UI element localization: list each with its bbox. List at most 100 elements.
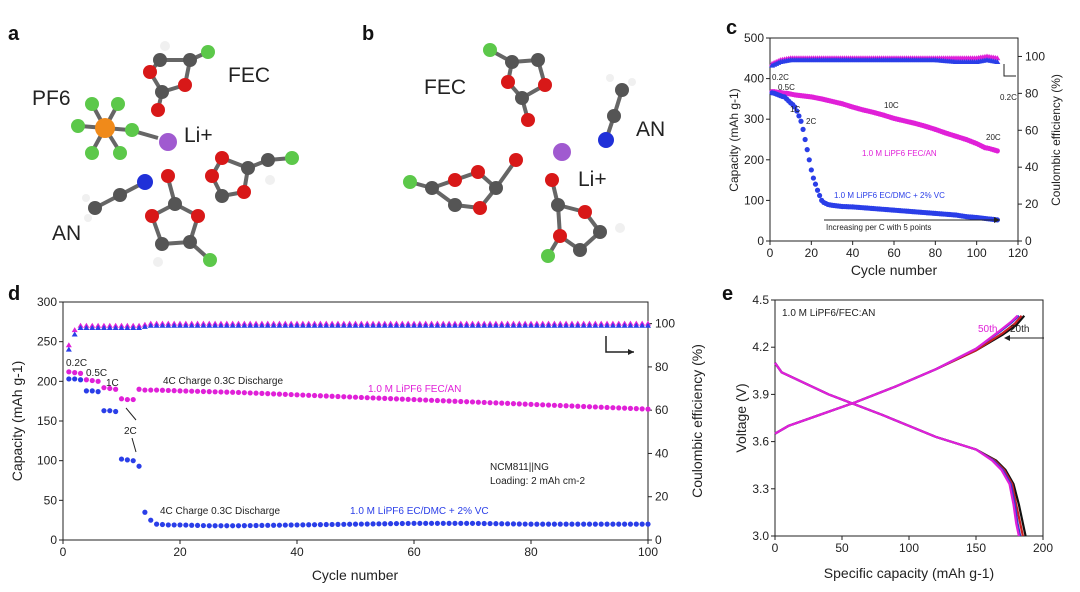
ce-point: [604, 322, 611, 328]
capacity-point: [814, 187, 821, 193]
series-d-0: [66, 369, 651, 412]
capacity-point: [393, 396, 400, 402]
ce-point: [645, 322, 651, 328]
voltage-curve-30th: [774, 315, 1024, 537]
y-tick-label: 200: [37, 374, 57, 388]
ce-point: [563, 322, 570, 328]
legend-label-d-ecdmc: 1.0 M LiPF6 EC/DMC + 2% VC: [350, 506, 489, 517]
ce-point: [539, 322, 546, 328]
capacity-point: [399, 520, 405, 527]
capacity-point: [610, 521, 616, 527]
capacity-point: [136, 386, 142, 392]
capacity-point: [557, 521, 563, 527]
panel-label-c: c: [726, 17, 737, 39]
capacity-point: [189, 522, 195, 528]
capacity-point: [534, 401, 540, 408]
an-molecule-a: [82, 174, 153, 222]
capacity-point: [598, 404, 604, 410]
ce-point: [346, 322, 353, 328]
capacity-point: [798, 118, 804, 124]
capacity-point: [487, 520, 493, 527]
y2-tick-label: 60: [655, 403, 669, 417]
capacity-point: [616, 405, 622, 411]
capacity-point: [165, 387, 171, 394]
capacity-point: [581, 403, 587, 410]
capacity-point: [382, 395, 388, 401]
annotation-d-02c: 0.2C: [66, 358, 87, 369]
capacity-point: [259, 390, 265, 396]
capacity-point: [113, 408, 119, 415]
capacity-point: [534, 521, 540, 527]
capacity-point: [247, 522, 253, 529]
capacity-point: [83, 377, 89, 383]
capacity-point: [189, 388, 195, 394]
capacity-point: [528, 521, 534, 527]
capacity-point: [423, 397, 429, 403]
annotation-c-02c-end: 0.2C: [1000, 93, 1017, 102]
x-tick-label: 20: [805, 246, 819, 260]
y2-tick-label: 100: [1025, 49, 1045, 63]
capacity-point: [352, 521, 359, 527]
ce-point: [381, 322, 388, 328]
series-c-3: [769, 57, 1001, 68]
ce-point: [329, 322, 336, 328]
capacity-point: [499, 400, 505, 406]
y-tick-label: 0: [757, 234, 764, 248]
capacity-point: [376, 521, 382, 527]
ce-point: [288, 322, 295, 328]
capacity-point: [130, 396, 136, 403]
x-tick-label: 60: [407, 545, 421, 559]
capacity-point: [388, 521, 394, 527]
capacity-point: [282, 522, 288, 528]
ce-point: [434, 322, 441, 328]
capacity-point: [183, 388, 189, 394]
ce-point: [294, 322, 300, 328]
y2-tick-label: 80: [1025, 86, 1039, 100]
capacity-point: [528, 401, 534, 407]
y-tick-label: 200: [744, 153, 764, 167]
capacity-point: [218, 523, 224, 529]
capacity-point: [540, 402, 546, 408]
y-tick-label: 3.9: [752, 387, 769, 401]
capacity-point: [510, 521, 517, 527]
ce-point: [258, 322, 265, 328]
voltage-curve-50th: [774, 314, 1020, 537]
capacity-point: [452, 398, 458, 404]
capacity-point: [376, 395, 382, 401]
capacity-point: [592, 404, 598, 410]
capacity-point: [545, 521, 552, 527]
ce-point: [592, 322, 599, 328]
species-label-fec: FEC: [228, 64, 270, 87]
legend-label-d-fec: 1.0 M LiPF6 FEC/AN: [368, 384, 461, 395]
ce-point: [574, 322, 581, 328]
capacity-point: [294, 392, 300, 398]
ce-point: [451, 322, 458, 328]
y-tick-label: 0: [50, 533, 57, 547]
fec-molecule-b-top: [483, 43, 552, 127]
ce-point: [83, 324, 90, 330]
capacity-point: [796, 113, 802, 119]
species-label-li-b: Li+: [578, 168, 607, 191]
capacity-point: [446, 520, 452, 526]
capacity-point: [458, 398, 464, 405]
x-tick-label: 120: [1008, 246, 1028, 260]
capacity-point: [633, 406, 639, 412]
capacity-point: [994, 148, 1000, 154]
annotation-c-20c: 20C: [986, 133, 1001, 142]
arrow-ce-axis-c: [1003, 64, 1016, 77]
fec-molecule-bottom: [145, 169, 217, 267]
capacity-point: [154, 387, 160, 393]
capacity-point: [382, 521, 388, 527]
panel-c: c 0 20 40 60 80 100 12001002003004005000204060…: [726, 17, 1063, 278]
species-label-fec-b: FEC: [424, 76, 466, 99]
capacity-point: [817, 192, 823, 199]
voltage-curve-40th: [774, 314, 1022, 537]
annotation-d-05c: 0.5C: [86, 368, 107, 379]
y2-tick-label: 80: [655, 360, 669, 374]
ce-point: [545, 322, 552, 328]
capacity-point: [200, 522, 206, 529]
capacity-point: [124, 457, 130, 463]
series-d-3: [65, 322, 651, 352]
capacity-point: [393, 520, 400, 527]
capacity-point: [288, 391, 294, 398]
